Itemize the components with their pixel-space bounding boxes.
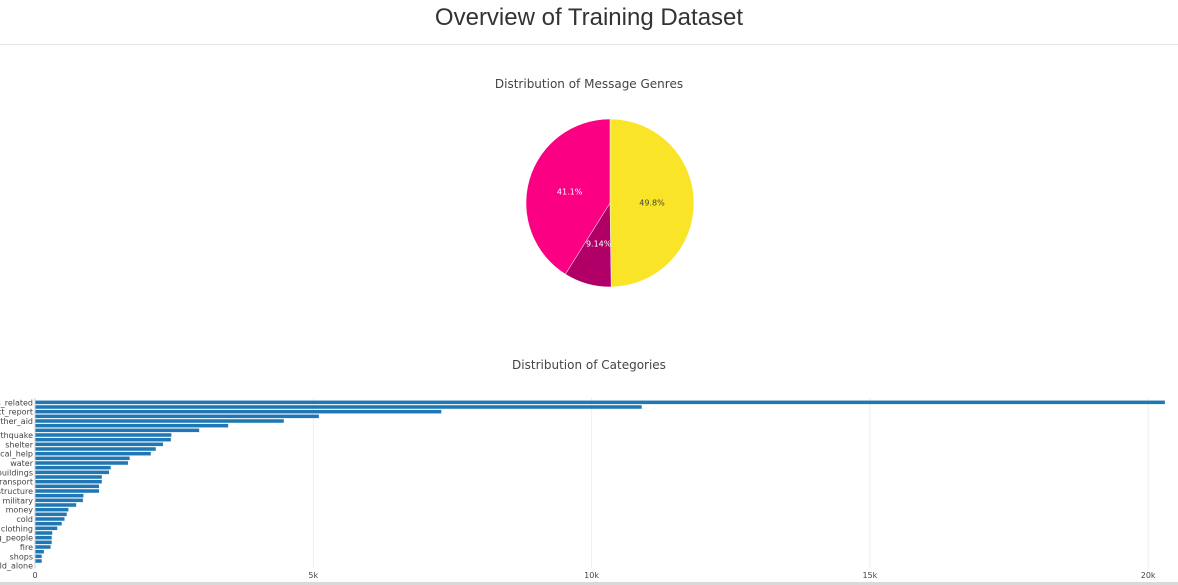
pie-slice-1[interactable] <box>609 118 695 288</box>
x-tick-label: 0 <box>32 571 37 580</box>
category-bar[interactable] <box>35 507 69 512</box>
x-tick-label: 10k <box>584 571 599 580</box>
category-bar[interactable] <box>35 489 100 493</box>
x-tick-label: 5k <box>308 571 318 580</box>
pie-slice-label-1: 49.8% <box>639 199 665 208</box>
category-bar[interactable] <box>35 447 156 451</box>
x-tick-label: 20k <box>1141 571 1156 580</box>
pie-slice-3[interactable] <box>525 118 611 275</box>
category-bar[interactable] <box>35 451 151 456</box>
y-tick-label: buildings <box>0 468 33 477</box>
y-tick-label: cold <box>16 515 33 524</box>
category-bar[interactable] <box>35 405 642 409</box>
page-title: Overview of Training Dataset <box>434 4 744 31</box>
category-bar[interactable] <box>35 475 102 479</box>
y-tick-label: money <box>6 506 34 515</box>
category-bar[interactable] <box>35 484 100 489</box>
category-bar[interactable] <box>35 428 200 433</box>
category-bar[interactable] <box>35 400 1165 405</box>
category-bar[interactable] <box>35 517 65 521</box>
y-tick-label: ild_alone <box>0 562 33 571</box>
category-bar[interactable] <box>35 433 172 437</box>
x-tick-label: 15k <box>862 571 877 580</box>
category-bar[interactable] <box>35 493 84 498</box>
category-bar[interactable] <box>35 419 284 423</box>
y-tick-label: clothing <box>1 524 33 533</box>
category-bar[interactable] <box>35 512 67 517</box>
bar-chart-title: Distribution of Categories <box>512 358 666 372</box>
category-bar[interactable] <box>35 465 111 470</box>
category-bar[interactable] <box>35 456 130 461</box>
category-bar[interactable] <box>35 526 58 531</box>
y-tick-label: ct_report <box>0 408 33 417</box>
category-bar[interactable] <box>35 498 83 503</box>
category-bar[interactable] <box>35 559 42 563</box>
category-bar[interactable] <box>35 442 164 447</box>
y-tick-label: transport <box>0 478 33 487</box>
y-tick-label: shelter <box>5 440 33 449</box>
category-bar[interactable] <box>35 531 53 535</box>
category-bar[interactable] <box>35 409 442 414</box>
category-bar[interactable] <box>35 461 128 465</box>
y-tick-label: ical_help <box>0 450 33 459</box>
category-bar[interactable] <box>35 549 44 554</box>
y-tick-label: water <box>10 459 34 468</box>
y-tick-label: fire <box>20 543 33 552</box>
y-tick-label: military <box>2 496 33 505</box>
category-bar[interactable] <box>35 437 171 442</box>
title-divider <box>0 44 1178 45</box>
category-bar[interactable] <box>35 470 110 475</box>
y-tick-label: shops <box>10 552 33 561</box>
category-bar[interactable] <box>35 554 42 559</box>
category-bar[interactable] <box>35 545 51 549</box>
category-bar[interactable] <box>35 479 102 484</box>
y-tick-label: s_related <box>0 398 33 407</box>
category-bar[interactable] <box>35 503 77 507</box>
pie-chart-title: Distribution of Message Genres <box>494 77 684 91</box>
pie-slice-label-2: 9.14% <box>586 239 612 248</box>
genre-pie-chart: 49.8% 9.14% 41.1% <box>525 118 695 288</box>
category-bar[interactable] <box>35 521 62 526</box>
category-bar-chart: 0 5k 10k 15k 20k s_relatedct_reportother_aidr… <box>0 398 1165 580</box>
category-bar[interactable] <box>35 540 52 545</box>
y-tick-label: other_aid <box>0 417 33 426</box>
pie-slice-label-3: 41.1% <box>557 187 583 196</box>
y-tick-label: g_people <box>0 534 33 543</box>
category-bar[interactable] <box>35 414 319 419</box>
category-bar[interactable] <box>35 423 229 428</box>
y-tick-label: structure <box>0 487 33 496</box>
bottom-divider <box>0 582 1178 585</box>
y-tick-label: rthquake <box>0 431 33 440</box>
category-bar[interactable] <box>35 535 52 540</box>
